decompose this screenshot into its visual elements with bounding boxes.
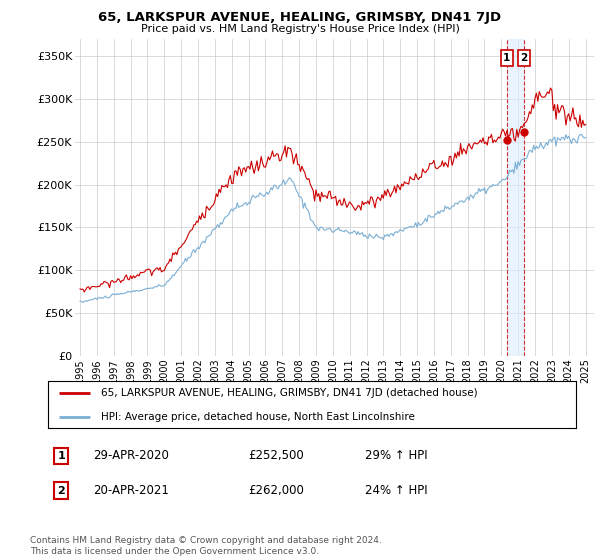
Text: £252,500: £252,500	[248, 449, 304, 463]
Text: HPI: Average price, detached house, North East Lincolnshire: HPI: Average price, detached house, Nort…	[101, 412, 415, 422]
Text: 29% ↑ HPI: 29% ↑ HPI	[365, 449, 427, 463]
Text: 2: 2	[520, 53, 527, 63]
Text: 1: 1	[503, 53, 511, 63]
Text: 29-APR-2020: 29-APR-2020	[93, 449, 169, 463]
Text: Contains HM Land Registry data © Crown copyright and database right 2024.
This d: Contains HM Land Registry data © Crown c…	[30, 536, 382, 556]
Text: 2: 2	[58, 486, 65, 496]
Text: 1: 1	[58, 451, 65, 461]
Text: 24% ↑ HPI: 24% ↑ HPI	[365, 484, 427, 497]
Text: 65, LARKSPUR AVENUE, HEALING, GRIMSBY, DN41 7JD (detached house): 65, LARKSPUR AVENUE, HEALING, GRIMSBY, D…	[101, 388, 478, 398]
Text: 20-APR-2021: 20-APR-2021	[93, 484, 169, 497]
Text: 65, LARKSPUR AVENUE, HEALING, GRIMSBY, DN41 7JD: 65, LARKSPUR AVENUE, HEALING, GRIMSBY, D…	[98, 11, 502, 24]
Text: Price paid vs. HM Land Registry's House Price Index (HPI): Price paid vs. HM Land Registry's House …	[140, 24, 460, 34]
Bar	[507, 39, 524, 356]
Text: £262,000: £262,000	[248, 484, 305, 497]
